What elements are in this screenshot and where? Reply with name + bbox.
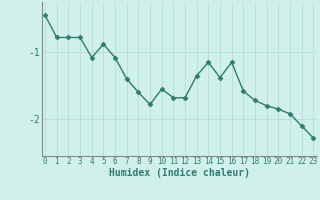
X-axis label: Humidex (Indice chaleur): Humidex (Indice chaleur) [109,168,250,178]
